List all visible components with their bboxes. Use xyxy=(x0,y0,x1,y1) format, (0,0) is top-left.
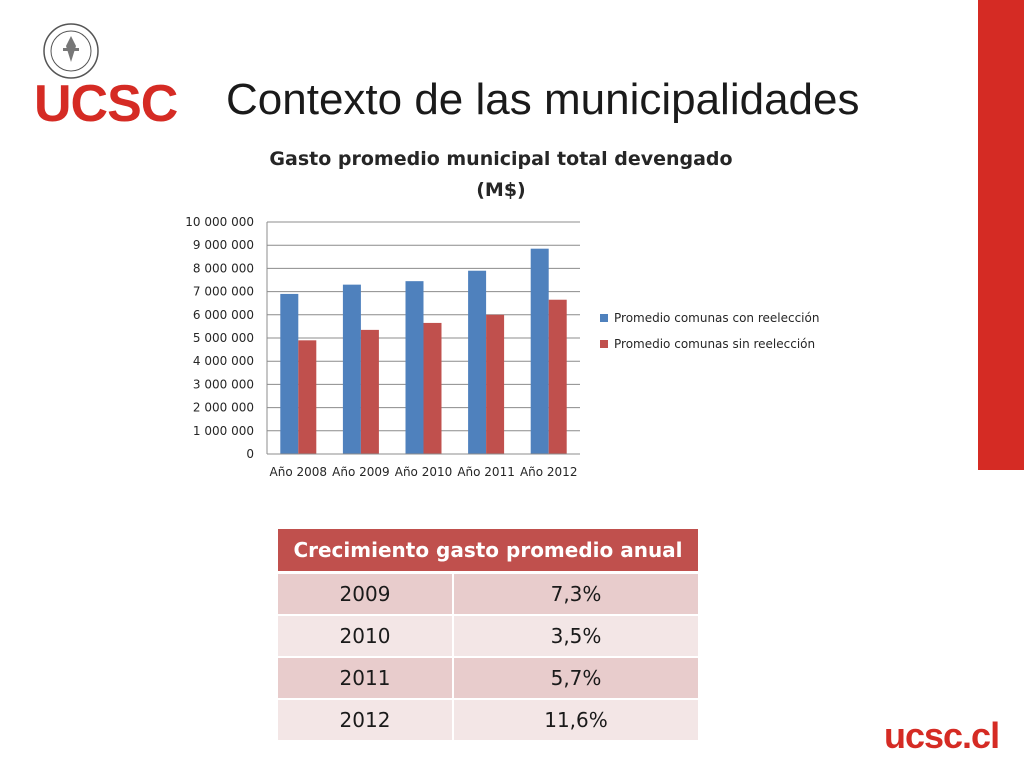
university-seal-icon xyxy=(43,23,99,79)
legend-swatch-series-1 xyxy=(600,314,608,322)
y-tick-label: 3 000 000 xyxy=(193,377,254,391)
right-accent-bar xyxy=(978,0,1024,470)
page-title: Contexto de las municipalidades xyxy=(226,75,860,124)
legend-swatch-series-2 xyxy=(600,340,608,348)
chart-title: Gasto promedio municipal total devengado… xyxy=(236,144,766,206)
growth-table: Crecimiento gasto promedio anual 2009 7,… xyxy=(278,529,698,740)
table-cell-year: 2011 xyxy=(278,656,454,699)
table-row: 2010 3,5% xyxy=(278,614,698,657)
table-cell-year: 2009 xyxy=(278,571,454,615)
table-row: 2009 7,3% xyxy=(278,571,698,615)
y-tick-label: 4 000 000 xyxy=(193,354,254,368)
table-header-row: Crecimiento gasto promedio anual xyxy=(278,529,698,574)
bar-series-1 xyxy=(405,281,424,454)
y-tick-label: 9 000 000 xyxy=(193,238,254,252)
table-row: 2012 11,6% xyxy=(278,698,698,740)
table-row: 2011 5,7% xyxy=(278,656,698,699)
chart-legend: Promedio comunas con reelección Promedio… xyxy=(600,309,830,353)
x-tick-label: Año 2009 xyxy=(332,465,390,479)
bar-series-1 xyxy=(468,270,487,454)
bar-series-2 xyxy=(360,329,379,454)
x-tick-label: Año 2012 xyxy=(520,465,578,479)
y-tick-label: 2 000 000 xyxy=(193,401,254,415)
legend-label-series-1: Promedio comunas con reelección xyxy=(614,311,820,325)
x-tick-label: Año 2010 xyxy=(395,465,453,479)
y-tick-label: 6 000 000 xyxy=(193,308,254,322)
chart-title-line-2: (M$) xyxy=(476,179,526,201)
legend-item-series-1: Promedio comunas con reelección xyxy=(600,309,830,327)
table-cell-year: 2010 xyxy=(278,614,454,657)
y-tick-label: 5 000 000 xyxy=(193,331,254,345)
table-cell-value: 5,7% xyxy=(453,656,698,699)
bar-series-1 xyxy=(280,293,299,454)
ucsc-logo: UCSC xyxy=(34,75,178,133)
bar-series-1 xyxy=(342,284,361,454)
table-cell-value: 7,3% xyxy=(453,571,698,615)
y-tick-label: 10 000 000 xyxy=(185,215,254,229)
legend-label-series-2: Promedio comunas sin reelección xyxy=(614,337,816,351)
y-tick-label: 7 000 000 xyxy=(193,285,254,299)
x-tick-label: Año 2011 xyxy=(457,465,515,479)
bar-series-2 xyxy=(548,299,567,454)
legend-item-series-2: Promedio comunas sin reelección xyxy=(600,335,830,353)
bar-series-2 xyxy=(486,314,505,454)
table-header: Crecimiento gasto promedio anual xyxy=(278,529,698,574)
table-cell-value: 3,5% xyxy=(453,614,698,657)
bar-series-2 xyxy=(423,322,442,454)
table-cell-value: 11,6% xyxy=(453,698,698,740)
table-cell-year: 2012 xyxy=(278,698,454,740)
y-tick-label: 0 xyxy=(246,447,254,461)
chart-title-line-1: Gasto promedio municipal total devengado xyxy=(269,148,733,170)
bar-chart: 0 1 000 000 2 000 000 3 000 000 4 000 000 5 0… xyxy=(185,215,580,479)
x-tick-label: Año 2008 xyxy=(270,465,328,479)
bar-series-1 xyxy=(530,248,549,454)
y-tick-label: 1 000 000 xyxy=(193,424,254,438)
ucsc-url-logo: ucsc.cl xyxy=(884,715,1000,756)
y-tick-label: 8 000 000 xyxy=(193,261,254,275)
bar-series-2 xyxy=(298,340,317,454)
